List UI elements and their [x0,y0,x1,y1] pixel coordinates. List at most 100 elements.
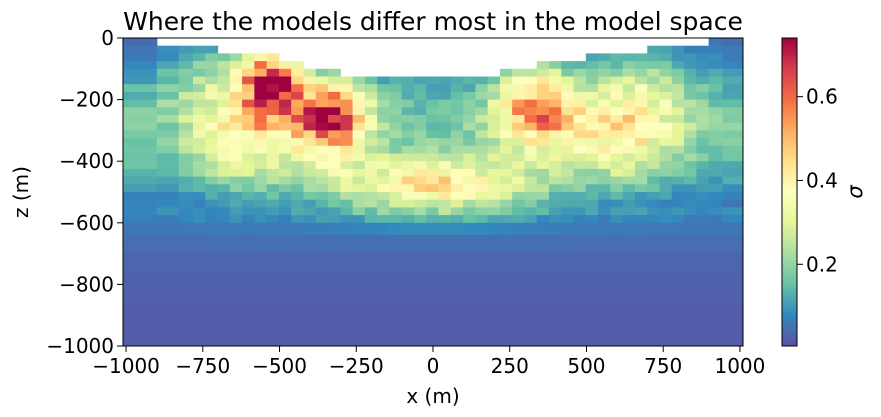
y-axis-label: z (m) [9,166,33,218]
heatmap-cell [499,274,513,306]
heatmap-cell [463,153,476,162]
heatmap-cell [671,251,685,275]
heatmap-cell [696,107,710,116]
heatmap-cell [708,184,724,193]
heatmap-cell [192,176,206,185]
heatmap-cell [684,53,697,62]
heatmap-cell [696,45,710,54]
heatmap-cell [413,192,427,201]
heatmap-cell [499,76,513,85]
heatmap-cell [178,145,194,155]
heatmap-cell [487,130,501,139]
heatmap-cell [389,199,403,208]
heatmap-cell [512,251,526,275]
heatmap-cell [278,84,292,93]
heatmap-cell [722,192,743,201]
heatmap-cell [352,199,366,208]
heatmap-cell [178,176,194,185]
heatmap-cell [659,76,673,85]
heatmap-cell [696,207,710,216]
heatmap-cell [684,153,697,162]
heatmap-cell [598,251,611,275]
heatmap-cell [178,235,194,253]
heatmap-cell [315,115,329,124]
heatmap-cell [401,274,415,306]
heatmap-cell [647,61,661,70]
heatmap-cell [708,161,724,170]
heatmap-cell [512,274,526,306]
heatmap-cell [610,130,624,139]
heatmap-cell [315,68,329,78]
heatmap-cell [573,235,587,253]
heatmap-cell [254,168,268,178]
heatmap-cell [291,251,305,275]
heatmap-cell [156,199,180,208]
heatmap-cell [123,138,158,147]
heatmap-cell [598,91,611,101]
heatmap-cell [684,215,697,224]
heatmap-cell [156,274,180,306]
heatmap-cell [178,168,194,178]
heatmap-cell [585,107,599,116]
heatmap-cell [622,184,636,193]
heatmap-cell [413,235,427,253]
heatmap-cell [291,235,305,253]
heatmap-cell [229,161,243,170]
heatmap-cell [205,84,219,93]
heatmap-cell [450,91,464,101]
heatmap-cell [426,168,440,178]
heatmap-cell [278,61,292,70]
heatmap-cell [364,91,378,101]
heatmap-cell [291,168,305,178]
heatmap-cell [352,153,366,162]
heatmap-cell [389,207,403,216]
heatmap-cell [340,130,354,139]
heatmap-cell [573,99,587,108]
x-tick-label: −750 [175,354,230,378]
heatmap-cell [561,215,575,224]
heatmap-cell [401,107,415,116]
heatmap-cell [561,161,575,170]
heatmap-cell [684,122,697,131]
heatmap-cell [450,107,464,116]
heatmap-cell [536,122,550,131]
heatmap-cell [598,145,611,155]
heatmap-cell [438,168,452,178]
heatmap-cell [634,176,648,185]
heatmap-cell [278,68,292,78]
heatmap-cell [401,222,415,236]
plot-area [123,38,743,346]
heatmap-cell [622,215,636,224]
heatmap-cell [377,215,391,224]
heatmap-cell [438,84,452,93]
heatmap-cell [671,115,685,124]
heatmap-cell [708,207,724,216]
heatmap-cell [634,235,648,253]
heatmap-cell [254,115,268,124]
heatmap-cell [696,84,710,93]
heatmap-cell [352,76,366,85]
heatmap-cell [178,68,194,78]
heatmap-cell [499,222,513,236]
heatmap-cell [254,161,268,170]
heatmap-cell [192,61,206,70]
heatmap-cell [647,274,661,306]
heatmap-cell [573,91,587,101]
heatmap-cell [450,235,464,253]
heatmap-cell [524,91,538,101]
heatmap-cell [303,107,317,116]
heatmap-cell [536,168,550,178]
heatmap-cell [512,192,526,201]
heatmap-cell [512,91,526,101]
heatmap-cell [708,145,724,155]
heatmap-cell [377,145,391,155]
heatmap-cell [315,161,329,170]
heatmap-cell [671,184,685,193]
heatmap-cell [401,161,415,170]
heatmap-cell [438,215,452,224]
heatmap-cell [671,61,685,70]
heatmap-cell [659,251,673,275]
heatmap-cell [328,153,341,162]
heatmap-cell [156,176,180,185]
heatmap-cell [377,161,391,170]
